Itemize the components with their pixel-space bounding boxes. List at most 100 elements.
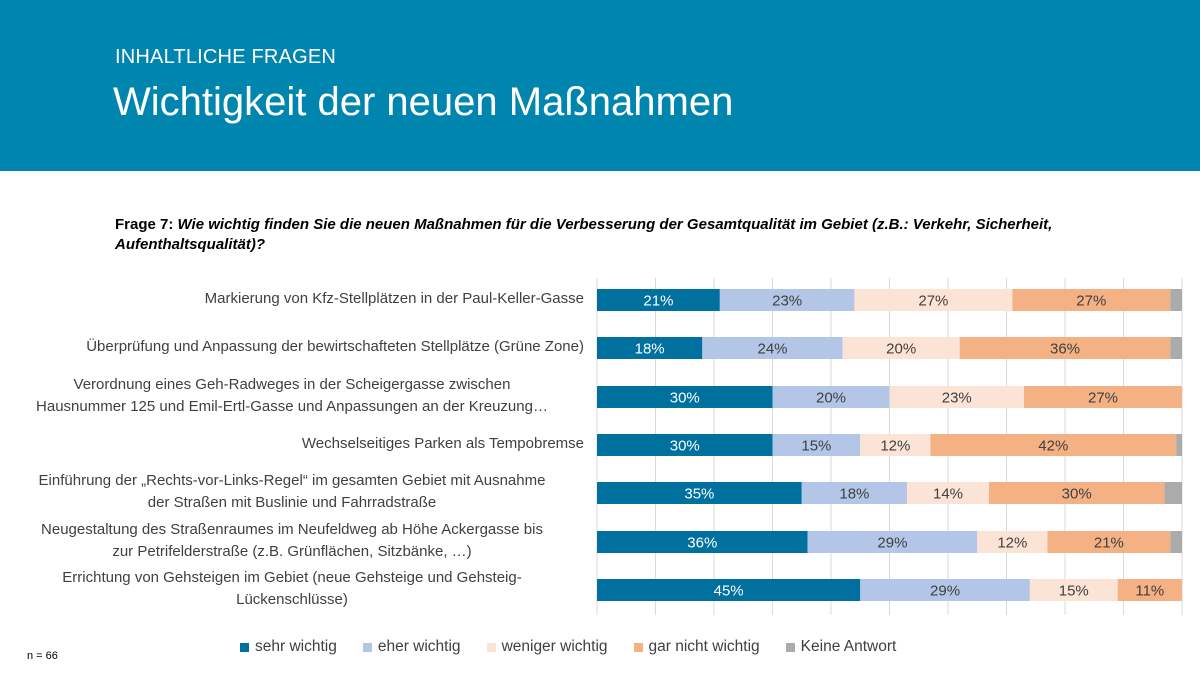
legend-item: Keine Antwort xyxy=(785,638,897,656)
data-label: 29% xyxy=(930,583,960,600)
data-label: 23% xyxy=(942,390,972,407)
section-kicker: INHALTLICHE FRAGEN xyxy=(115,46,337,68)
bar-segment xyxy=(1176,434,1182,456)
data-label: 14% xyxy=(933,486,963,503)
legend-label: Keine Antwort xyxy=(800,638,897,655)
data-label: 35% xyxy=(684,486,714,503)
bar-segment xyxy=(807,531,978,553)
bar-segment xyxy=(1012,289,1171,311)
bar-segment xyxy=(854,289,1013,311)
data-label: 27% xyxy=(918,293,948,310)
legend-item: weniger wichtig xyxy=(486,638,608,656)
question-body: Wie wichtig finden Sie die neuen Maßnahm… xyxy=(115,216,1053,253)
bar-segment xyxy=(597,434,773,456)
data-label: 30% xyxy=(670,390,700,407)
data-label: 27% xyxy=(1076,293,1106,310)
category-label: Verordnung eines Geh-Radweges in der Sch… xyxy=(0,374,584,418)
chart-legend: sehr wichtig eher wichtig weniger wichtig g… xyxy=(240,638,922,656)
data-label: 20% xyxy=(816,390,846,407)
legend-swatch xyxy=(633,642,643,652)
legend-label: weniger wichtig xyxy=(501,638,608,655)
bar-segment xyxy=(1170,289,1182,311)
sample-size: n = 66 xyxy=(27,650,58,662)
legend-swatch xyxy=(486,642,496,652)
category-label-line: Errichtung von Gehsteigen im Gebiet (neu… xyxy=(62,569,522,586)
category-label-line: Lückenschlüsse) xyxy=(236,591,348,608)
data-label: 15% xyxy=(1059,583,1089,600)
bar-segment xyxy=(930,434,1177,456)
bar-segment xyxy=(597,289,720,311)
header-banner: INHALTLICHE FRAGEN Wichtigkeit der neuen… xyxy=(0,0,1200,171)
bar-segment xyxy=(801,482,908,504)
legend-label: eher wichtig xyxy=(377,638,461,655)
category-label: Errichtung von Gehsteigen im Gebiet (neu… xyxy=(0,567,584,611)
bar-segment xyxy=(1170,337,1182,359)
data-label: 36% xyxy=(687,535,717,552)
bar-segment xyxy=(1117,579,1182,601)
data-label: 12% xyxy=(880,438,910,455)
category-label-line: Wechselseitiges Parken als Tempobremse xyxy=(301,435,584,452)
bar-segment xyxy=(860,434,931,456)
data-label: 42% xyxy=(1038,438,1068,455)
category-label-line: Markierung von Kfz-Stellplätzen in der P… xyxy=(204,290,584,307)
bar-segment xyxy=(1024,386,1182,408)
bar-segment xyxy=(1029,579,1118,601)
category-label-line: Überprüfung und Anpassung der bewirtscha… xyxy=(86,338,584,355)
bar-segment xyxy=(1170,531,1182,553)
data-label: 15% xyxy=(801,438,831,455)
bar-segment xyxy=(597,579,861,601)
bar-segment xyxy=(1047,531,1171,553)
bar-segment xyxy=(597,531,808,553)
data-label: 18% xyxy=(839,486,869,503)
category-label: Einführung der „Rechts-vor-Links-Regel“ … xyxy=(0,470,584,514)
page-title: Wichtigkeit der neuen Maßnahmen xyxy=(113,80,734,124)
question-prefix: Frage 7: xyxy=(115,216,178,233)
data-label: 20% xyxy=(886,341,916,358)
bar-segment xyxy=(772,434,861,456)
data-label: 27% xyxy=(1088,390,1118,407)
data-label: 30% xyxy=(1062,486,1092,503)
category-label-line: Einführung der „Rechts-vor-Links-Regel“ … xyxy=(38,472,546,489)
category-label: Wechselseitiges Parken als Tempobremse xyxy=(0,433,584,455)
question-text: Frage 7: Wie wichtig finden Sie die neue… xyxy=(115,215,1155,255)
category-label-line: der Straßen mit Buslinie und Fahrradstra… xyxy=(147,494,437,511)
bar-segment xyxy=(889,386,1025,408)
data-label: 24% xyxy=(757,341,787,358)
data-label: 21% xyxy=(643,293,673,310)
data-label: 23% xyxy=(772,293,802,310)
data-label: 36% xyxy=(1050,341,1080,358)
data-label: 12% xyxy=(997,535,1027,552)
legend-item: sehr wichtig xyxy=(240,638,337,656)
category-label-line: Hausnummer 125 und Emil-Ertl-Gasse und A… xyxy=(36,398,548,415)
bar-segment xyxy=(772,386,890,408)
bar-segment xyxy=(860,579,1030,601)
bar-segment xyxy=(597,386,773,408)
data-label: 11% xyxy=(1135,583,1164,600)
bar-segment xyxy=(1164,482,1182,504)
category-label: Neugestaltung des Straßenraumes im Neufe… xyxy=(0,519,584,563)
category-label-line: Neugestaltung des Straßenraumes im Neufe… xyxy=(41,521,543,538)
category-label-line: Verordnung eines Geh-Radweges in der Sch… xyxy=(73,376,511,393)
bar-segment xyxy=(719,289,855,311)
data-label: 45% xyxy=(714,583,744,600)
legend-item: eher wichtig xyxy=(362,638,461,656)
data-label: 18% xyxy=(635,341,665,358)
category-label: Markierung von Kfz-Stellplätzen in der P… xyxy=(0,288,584,310)
data-label: 29% xyxy=(877,535,907,552)
legend-swatch xyxy=(240,642,249,652)
data-label: 30% xyxy=(670,438,700,455)
bar-segment xyxy=(702,337,843,359)
data-label: 21% xyxy=(1094,535,1124,552)
bar-segment xyxy=(907,482,989,504)
legend-label: sehr wichtig xyxy=(255,638,337,655)
category-labels: Markierung von Kfz-Stellplätzen in der P… xyxy=(0,0,584,675)
bar-segment xyxy=(988,482,1165,504)
bar-segment xyxy=(597,482,802,504)
category-label: Überprüfung und Anpassung der bewirtscha… xyxy=(0,336,584,358)
legend-label: gar nicht wichtig xyxy=(648,638,760,655)
category-label-line: zur Petrifelderstraße (z.B. Grünflächen,… xyxy=(112,543,472,560)
bar-segment xyxy=(977,531,1048,553)
legend-item: gar nicht wichtig xyxy=(633,638,760,656)
bar-segment xyxy=(842,337,960,359)
